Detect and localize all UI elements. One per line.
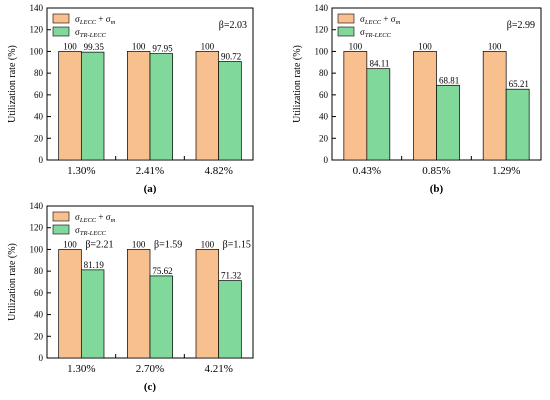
data-label: 100 [132, 41, 146, 51]
legend-label: σLECC + σm [360, 14, 401, 26]
legend-swatch [52, 224, 70, 235]
y-tick-label: 40 [319, 112, 329, 122]
beta-label: β=1.59 [154, 239, 182, 250]
y-tick-label: 140 [30, 201, 44, 211]
y-tick-label: 20 [319, 133, 329, 143]
y-tick-label: 120 [30, 25, 44, 35]
legend-swatch [52, 26, 70, 37]
x-tick-label: 0.43% [353, 165, 381, 177]
bar-s1 [58, 249, 82, 359]
bar-s1 [413, 51, 437, 161]
x-tick-label: 4.82% [204, 165, 232, 177]
data-label: 90.72 [221, 52, 241, 62]
y-axis-label: Utilization rate (%) [7, 243, 18, 321]
data-label: 81.19 [84, 260, 105, 270]
panel-label: (b) [430, 183, 444, 195]
bar-s2 [218, 280, 242, 359]
legend-label: σTR-LECC [75, 225, 107, 237]
bar-s1 [58, 51, 82, 161]
y-tick-label: 0 [324, 155, 329, 165]
data-label: 65.21 [509, 79, 529, 89]
data-label: 71.32 [221, 271, 241, 281]
data-label: 68.81 [439, 75, 459, 85]
panel-label: (a) [144, 183, 157, 195]
y-axis-label: Utilization rate (%) [7, 45, 18, 123]
legend-swatch [52, 211, 70, 222]
y-tick-label: 60 [34, 90, 44, 100]
data-label: 100 [132, 239, 146, 249]
bar-s2 [218, 61, 242, 161]
x-tick-label: 2.41% [136, 165, 164, 177]
y-tick-label: 20 [34, 133, 44, 143]
legend-label: σTR-LECC [360, 27, 392, 39]
bar-s1 [126, 249, 151, 359]
data-label: 84.11 [370, 59, 390, 69]
bar-s1 [343, 51, 368, 161]
bar-s2 [149, 53, 174, 161]
x-tick-label: 0.85% [422, 165, 450, 177]
x-tick-label: 2.70% [136, 363, 164, 375]
data-label: 100 [418, 41, 432, 51]
beta-label: β=1.15 [223, 239, 251, 250]
beta-label: β=2.21 [85, 239, 113, 250]
y-tick-label: 60 [34, 288, 44, 298]
data-label: 100 [201, 41, 215, 51]
x-tick-label: 1.30% [67, 165, 95, 177]
y-tick-label: 140 [30, 3, 44, 13]
data-label: 99.35 [84, 42, 105, 52]
y-tick-label: 120 [315, 25, 329, 35]
bar-s1 [195, 249, 220, 359]
y-tick-label: 100 [30, 244, 44, 254]
y-tick-label: 80 [34, 68, 44, 78]
y-tick-label: 80 [319, 68, 329, 78]
y-tick-label: 0 [39, 353, 44, 363]
x-tick-label: 1.30% [67, 363, 95, 375]
bar-s1 [482, 51, 507, 161]
bar-s1 [126, 51, 151, 161]
data-label: 100 [63, 239, 77, 249]
data-label: 100 [349, 41, 363, 51]
legend-label: σLECC + σm [75, 14, 116, 26]
y-axis-label: Utilization rate (%) [292, 45, 303, 123]
y-tick-label: 60 [319, 90, 329, 100]
legend-swatch [337, 13, 355, 24]
y-tick-label: 120 [30, 223, 44, 233]
bar-s2 [80, 51, 105, 161]
beta-label: β=2.99 [507, 20, 535, 31]
bar-s2 [505, 88, 530, 161]
bar-s2 [149, 275, 174, 359]
x-tick-label: 4.21% [204, 363, 232, 375]
legend-label: σTR-LECC [75, 27, 107, 39]
data-label: 75.62 [152, 266, 172, 276]
chart-panel-3: 0 20 40 60 80 100 120 140 Utilization rate (%) 1.… [7, 201, 254, 393]
y-tick-label: 40 [34, 310, 44, 320]
data-label: 100 [201, 239, 215, 249]
data-label: 100 [488, 41, 502, 51]
data-label: 100 [63, 41, 77, 51]
y-tick-label: 20 [34, 331, 44, 341]
bar-s2 [80, 269, 105, 359]
beta-label: β=2.03 [219, 20, 247, 31]
bar-s1 [195, 51, 220, 161]
bar-s2 [366, 68, 391, 161]
y-tick-label: 80 [34, 266, 44, 276]
bar-s2 [436, 84, 460, 161]
y-tick-label: 100 [315, 46, 329, 56]
y-tick-label: 40 [34, 112, 44, 122]
legend-label: σLECC + σm [75, 212, 116, 224]
chart-panel-1: 0 20 40 60 80 100 120 140 Utilization rate (%) 1.… [7, 3, 254, 195]
chart-panel-2: 0 20 40 60 80 100 120 140 Utilization rate (%) 0.… [292, 3, 542, 195]
data-label: 97.95 [152, 44, 173, 54]
x-tick-label: 1.29% [492, 165, 520, 177]
y-tick-label: 100 [30, 46, 44, 56]
panel-label: (c) [144, 381, 157, 393]
legend-swatch [52, 13, 70, 24]
y-tick-label: 140 [315, 3, 329, 13]
legend-swatch [337, 26, 355, 37]
y-tick-label: 0 [39, 155, 44, 165]
